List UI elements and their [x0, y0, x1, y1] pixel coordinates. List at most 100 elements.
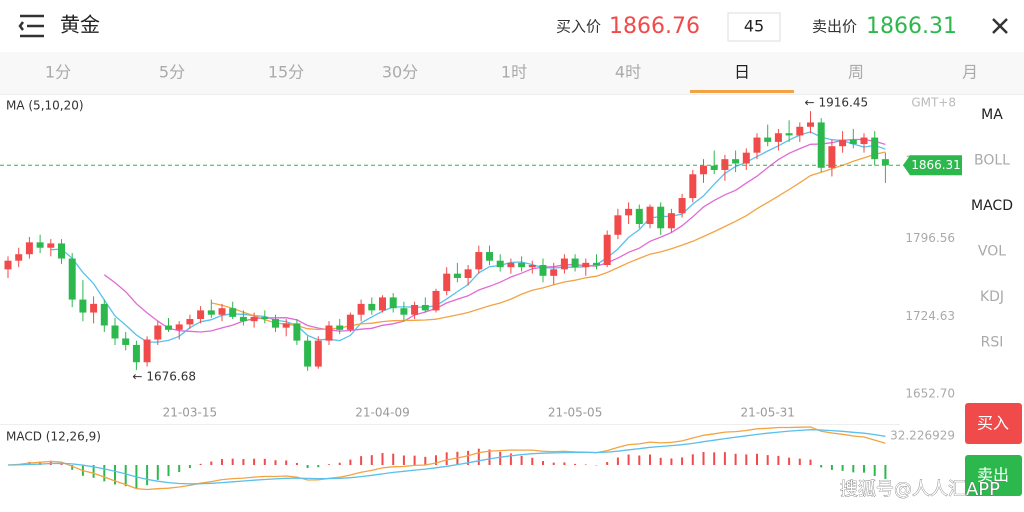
candle-body	[36, 242, 44, 248]
candle-body	[550, 269, 558, 276]
candle-body	[272, 319, 279, 328]
candle-body	[453, 273, 461, 278]
candle-body	[614, 215, 622, 235]
candle-body	[796, 126, 804, 136]
candle-body	[774, 133, 782, 142]
annotation-arrow: ←	[132, 370, 142, 384]
candle-body	[58, 243, 65, 259]
ma-line	[211, 151, 886, 331]
indicator-tab[interactable]: BOLL	[974, 153, 1010, 169]
sell-price: 1866.31	[866, 14, 957, 39]
candle-body	[325, 325, 333, 341]
tab[interactable]: 日	[734, 63, 750, 82]
y-tick-label: 1652.70	[905, 387, 955, 401]
buy-price: 1866.76	[609, 14, 700, 39]
candle-body	[432, 290, 440, 311]
candle-body	[678, 198, 686, 214]
candle-body	[646, 206, 654, 224]
candle-body	[721, 159, 729, 170]
watermark: 搜狐号@人人汇APP	[840, 479, 1000, 500]
indicator-tab[interactable]: KDJ	[980, 289, 1004, 305]
indicator-tab[interactable]: MA	[981, 107, 1003, 123]
candle-body	[689, 174, 697, 199]
tab[interactable]: 1分	[45, 63, 71, 82]
candle-body	[700, 165, 707, 175]
candle-body	[635, 208, 643, 224]
macd-line	[7, 429, 886, 485]
annotation-arrow: ←	[805, 96, 815, 110]
low-label: 1676.68	[146, 370, 196, 384]
candle-body	[571, 258, 579, 268]
tab[interactable]: 周	[848, 63, 864, 82]
candle-body	[282, 323, 290, 328]
candle-body	[357, 303, 365, 315]
candle-body	[165, 325, 172, 330]
candle-body	[817, 122, 825, 168]
close-button[interactable]	[992, 18, 1008, 34]
candle-body	[881, 159, 889, 166]
indicator-tab[interactable]: RSI	[981, 335, 1004, 351]
current-price-tag	[903, 155, 962, 176]
candle-body	[764, 137, 772, 142]
tab[interactable]: 30分	[382, 63, 418, 82]
x-tick-label: 21-03-15	[163, 406, 217, 420]
candle-body	[15, 254, 23, 261]
candle-body	[400, 308, 408, 315]
candle-body	[828, 146, 836, 168]
x-tick-label: 21-05-05	[548, 406, 602, 420]
candle-body	[849, 139, 857, 145]
candle-body	[667, 213, 675, 229]
candle-body	[732, 159, 740, 164]
sell-button[interactable]	[965, 455, 1022, 496]
candle-body	[79, 299, 87, 313]
candle-body	[218, 308, 226, 315]
tab[interactable]: 1时	[501, 63, 527, 82]
candle-body	[47, 243, 55, 248]
indicator-tab[interactable]: VOL	[978, 244, 1006, 260]
indicator-tab[interactable]: MACD	[971, 198, 1013, 214]
candle-body	[486, 252, 493, 261]
candle-body	[871, 137, 879, 160]
candle-body	[175, 324, 183, 330]
candle-body	[785, 133, 793, 136]
candle-body	[304, 340, 312, 367]
buy-button[interactable]	[965, 403, 1022, 444]
tab[interactable]: 15分	[268, 63, 304, 82]
menu-icon[interactable]	[18, 14, 44, 38]
x-tick-label: 21-04-09	[355, 406, 409, 420]
candle-body	[336, 325, 344, 330]
candle-body	[464, 269, 472, 278]
buy-button-label: 买入	[977, 414, 1009, 433]
candle-body	[742, 152, 750, 164]
high-label: 1916.45	[819, 96, 869, 110]
candle-body	[111, 325, 119, 339]
candle-body	[411, 304, 419, 315]
candle-body	[496, 260, 504, 268]
candle-body	[582, 262, 590, 268]
spread: 45	[744, 17, 764, 36]
title: 黄金	[60, 13, 100, 37]
candle-body	[154, 325, 162, 340]
candle-body	[197, 310, 205, 320]
candle-body	[475, 252, 483, 270]
candle-body	[68, 258, 76, 300]
candle-body	[239, 316, 247, 322]
candle-body	[261, 316, 269, 320]
buy-label: 买入价	[556, 18, 601, 36]
candle-body	[25, 242, 33, 255]
candle-body	[100, 303, 108, 326]
candle-body	[657, 206, 665, 229]
tab[interactable]: 4时	[615, 63, 641, 82]
candle-body	[90, 303, 98, 313]
candle-body	[4, 260, 12, 270]
candle-body	[132, 344, 140, 363]
x-tick-label: 21-05-31	[740, 406, 794, 420]
candle-body	[539, 265, 547, 276]
candle-body	[346, 314, 354, 330]
tab[interactable]: 5分	[159, 63, 185, 82]
candle-body	[603, 234, 611, 266]
spread-box[interactable]	[727, 12, 781, 42]
tab[interactable]: 月	[962, 63, 978, 82]
candle-body	[250, 316, 258, 322]
